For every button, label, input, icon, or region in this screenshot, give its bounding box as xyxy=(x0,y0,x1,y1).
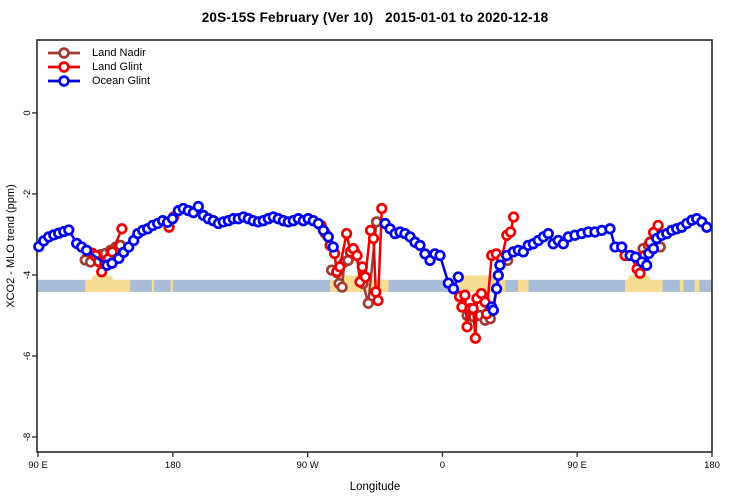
land-patch xyxy=(679,279,684,292)
legend-item-land-glint: Land Glint xyxy=(46,60,150,74)
data-point-land-glint xyxy=(459,289,471,301)
data-point-ocean-glint xyxy=(490,283,503,295)
data-point-land-nadir xyxy=(362,297,374,309)
x-tick-label: 180 xyxy=(165,460,181,471)
x-tick-label: 90 E xyxy=(28,460,48,471)
data-point-land-glint xyxy=(469,332,482,344)
data-point-land-glint xyxy=(634,267,646,279)
x-tick-label: 180 xyxy=(704,460,720,471)
legend: Land Nadir Land Glint Ocean Glint xyxy=(46,46,150,88)
y-tick-label: 0 xyxy=(22,110,33,115)
y-axis-title: XCO2 - MLO trend (ppm) xyxy=(5,184,17,308)
land-patch xyxy=(694,279,700,292)
land-patch xyxy=(151,279,155,292)
data-point-ocean-glint xyxy=(166,213,179,225)
data-point-land-nadir xyxy=(336,281,348,293)
data-point-land-glint xyxy=(351,249,363,262)
legend-label: Ocean Glint xyxy=(92,75,151,87)
data-point-ocean-glint xyxy=(322,231,334,243)
data-point-land-glint xyxy=(461,321,473,333)
data-point-land-glint xyxy=(367,232,380,245)
data-point-ocean-glint xyxy=(492,269,504,282)
data-point-ocean-glint xyxy=(192,200,204,213)
data-point-ocean-glint xyxy=(434,249,446,262)
land-glint-marker-icon xyxy=(48,61,80,73)
data-point-ocean-glint xyxy=(414,239,426,252)
land-patch xyxy=(85,279,131,292)
y-tick-label: -2 xyxy=(22,190,33,198)
data-point-ocean-glint xyxy=(80,244,93,256)
data-point-ocean-glint xyxy=(604,223,616,235)
data-point-land-glint xyxy=(652,219,664,232)
data-point-land-glint xyxy=(334,261,346,273)
ocean-glint-marker-icon xyxy=(48,75,80,87)
data-point-ocean-glint xyxy=(701,221,713,233)
chart-title: 20S-15S February (Ver 10) 2015-01-01 to … xyxy=(201,10,549,25)
legend-item-land-nadir: Land Nadir xyxy=(46,46,150,60)
data-point-ocean-glint xyxy=(641,259,653,271)
y-tick-label: -6 xyxy=(22,352,33,360)
x-axis-title: Longitude xyxy=(349,481,401,493)
data-point-ocean-glint xyxy=(542,227,554,240)
legend-item-ocean-glint: Ocean Glint xyxy=(46,74,150,88)
x-tick-label: 90 E xyxy=(567,460,587,471)
legend-label: Land Glint xyxy=(92,61,143,73)
data-point-ocean-glint xyxy=(327,241,339,253)
data-point-land-glint xyxy=(507,211,520,223)
data-point-ocean-glint xyxy=(63,224,75,236)
data-point-ocean-glint xyxy=(647,242,660,255)
land-patch xyxy=(625,279,663,292)
data-point-land-nadir xyxy=(370,216,383,228)
data-point-land-glint xyxy=(504,226,517,238)
data-point-land-glint xyxy=(116,223,128,235)
data-point-land-glint xyxy=(372,294,384,307)
land-patch xyxy=(518,279,529,292)
data-point-ocean-glint xyxy=(487,304,499,316)
data-point-ocean-glint xyxy=(452,271,464,283)
data-point-land-glint xyxy=(359,271,371,283)
land-nadir-marker-icon xyxy=(48,47,80,59)
data-point-land-glint xyxy=(376,202,388,215)
data-point-ocean-glint xyxy=(447,283,460,295)
data-point-land-glint xyxy=(356,261,368,273)
x-tick-label: 0 xyxy=(440,460,445,471)
data-point-land-glint xyxy=(106,246,118,258)
legend-label: Land Nadir xyxy=(92,47,146,59)
y-tick-label: -8 xyxy=(22,433,33,441)
x-tick-label: 90 W xyxy=(297,460,319,471)
data-point-ocean-glint xyxy=(616,241,628,253)
data-point-ocean-glint xyxy=(494,259,506,271)
y-tick-label: -4 xyxy=(22,271,33,279)
data-point-land-glint xyxy=(340,227,353,240)
land-patch xyxy=(170,279,173,292)
data-point-land-glint xyxy=(467,302,479,315)
